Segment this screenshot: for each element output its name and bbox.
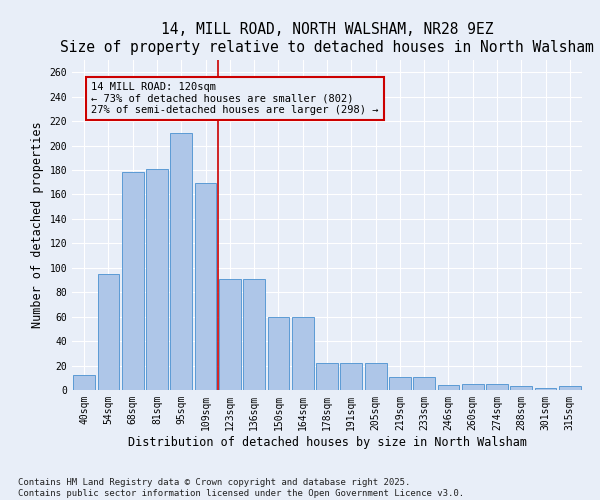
Bar (219, 279, 241, 390)
Bar (389, 376, 411, 390)
Bar (122, 172, 143, 390)
Bar (97, 274, 119, 390)
Bar (486, 384, 508, 390)
Bar (462, 384, 484, 390)
Bar (292, 316, 314, 390)
Bar (535, 388, 556, 390)
Bar (243, 279, 265, 390)
Bar (316, 363, 338, 390)
Bar (365, 363, 386, 390)
Bar (268, 316, 289, 390)
X-axis label: Distribution of detached houses by size in North Walsham: Distribution of detached houses by size … (128, 436, 527, 448)
Bar (437, 385, 460, 390)
Bar (340, 363, 362, 390)
Bar (511, 386, 532, 390)
Bar (413, 376, 435, 390)
Y-axis label: Number of detached properties: Number of detached properties (31, 122, 44, 328)
Text: Contains HM Land Registry data © Crown copyright and database right 2025.
Contai: Contains HM Land Registry data © Crown c… (18, 478, 464, 498)
Bar (73, 376, 95, 390)
Bar (146, 169, 168, 390)
Text: 14 MILL ROAD: 120sqm
← 73% of detached houses are smaller (802)
27% of semi-deta: 14 MILL ROAD: 120sqm ← 73% of detached h… (91, 82, 379, 115)
Bar (559, 386, 581, 390)
Title: 14, MILL ROAD, NORTH WALSHAM, NR28 9EZ
Size of property relative to detached hou: 14, MILL ROAD, NORTH WALSHAM, NR28 9EZ S… (60, 22, 594, 54)
Bar (194, 184, 217, 390)
Bar (170, 134, 192, 390)
